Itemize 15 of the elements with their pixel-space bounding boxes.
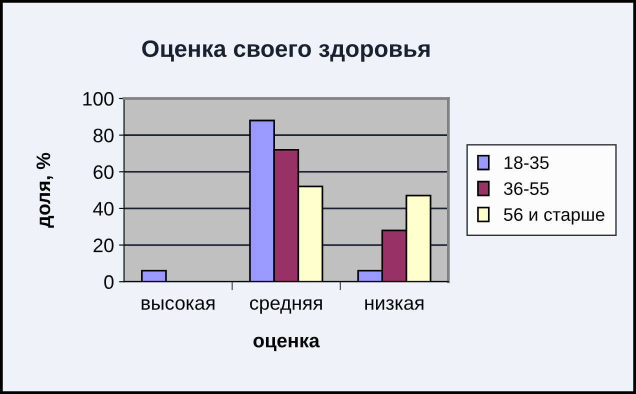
chart-title: Оценка своего здоровья xyxy=(142,40,430,62)
x-tick-label: низкая xyxy=(365,299,424,310)
y-axis-title: доля, % xyxy=(36,152,54,228)
y-tick-label: 60 xyxy=(94,165,114,180)
y-tick-label: 80 xyxy=(94,128,114,142)
x-tick-label: средняя xyxy=(250,299,322,314)
y-tick-label: 0 xyxy=(104,275,114,289)
x-tick-label: высокая xyxy=(142,299,214,310)
y-tick-label: 40 xyxy=(93,202,114,216)
legend-label: 18-35 xyxy=(504,156,549,170)
y-tick-label: 100 xyxy=(83,92,114,106)
x-axis-title: оценка xyxy=(253,336,320,352)
y-tick-label: 20 xyxy=(94,238,114,252)
legend-label: 56 и старше xyxy=(504,208,604,225)
legend-label: 36-55 xyxy=(504,182,549,195)
